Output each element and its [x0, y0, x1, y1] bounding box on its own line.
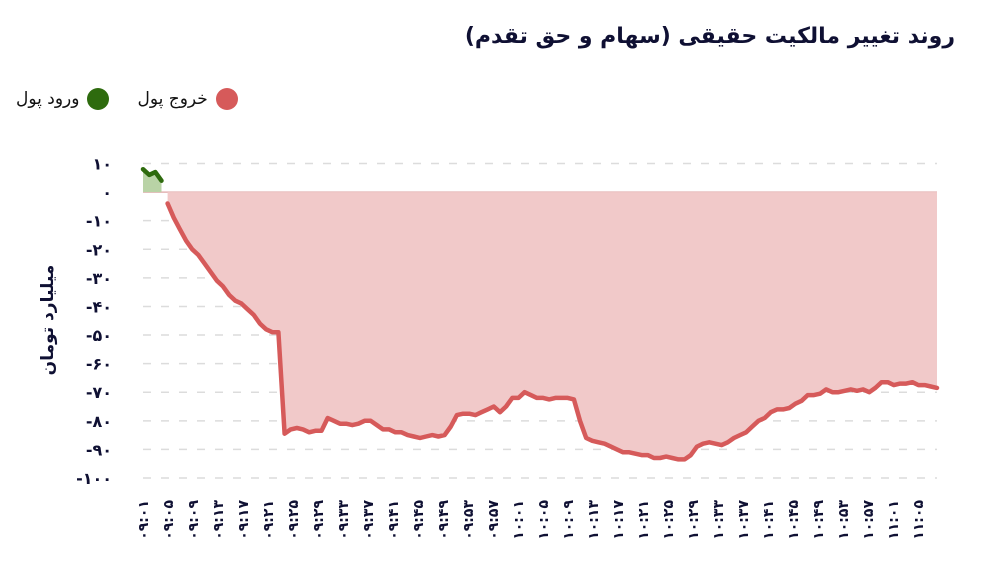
legend-item-inflow[interactable]: ورود پول [16, 88, 110, 110]
legend-label-inflow: ورود پول [16, 89, 80, 109]
outflow-line [165, 201, 940, 462]
x-tick-label: ۰۹:۴۹ [436, 500, 452, 540]
inflow-line [140, 166, 164, 183]
legend-label-outflow: خروج پول [137, 89, 208, 109]
x-axis-ticks: ۰۹:۰۱ ۰۹:۰۵ ۰۹:۰۹ ۰۹:۱۳ ۰۹:۱۷ ۰۹:۲۱ ۰۹:۲۵ ۰۹:۲۹… [136, 500, 927, 540]
x-tick-label: ۰۹:۲۵ [286, 500, 302, 540]
y-tick-label: -۲۰ [86, 240, 112, 259]
x-tick-label: ۱۰:۲۱ [636, 500, 652, 540]
x-tick-label: ۱۰:۴۱ [761, 500, 777, 540]
x-tick-label: ۰۹:۵۷ [486, 500, 502, 540]
x-tick-label: ۱۰:۳۳ [711, 500, 727, 540]
y-tick-label: ۱۰ [92, 155, 112, 174]
legend-item-outflow[interactable]: خروج پول [137, 88, 238, 110]
x-tick-label: ۰۹:۱۳ [211, 500, 227, 540]
x-tick-label: ۱۰:۱۳ [586, 500, 602, 540]
y-tick-label: -۳۰ [86, 269, 112, 288]
x-tick-label: ۰۹:۴۵ [411, 500, 427, 540]
x-tick-label: ۱۱:۰۱ [886, 500, 902, 540]
x-tick-label: ۱۰:۰۱ [511, 500, 527, 540]
data-lines [140, 166, 940, 462]
y-tick-label: -۱۰ [86, 212, 112, 231]
area-fills [143, 169, 938, 460]
x-tick-label: ۱۰:۴۵ [786, 500, 802, 540]
x-tick-label: ۱۰:۵۷ [861, 500, 877, 540]
x-tick-label: ۰۹:۱۷ [236, 500, 252, 540]
y-tick-label: -۱۰۰ [76, 469, 112, 488]
x-tick-label: ۱۰:۰۵ [536, 500, 552, 540]
y-tick-label: ۰ [102, 183, 112, 202]
y-axis-ticks: ۱۰ ۰ -۱۰ -۲۰ -۳۰ -۴۰ -۵۰ -۶۰ -۷۰ -۸۰ -۹۰ -۱۰۰ [76, 155, 112, 489]
x-tick-label: ۱۰:۲۹ [686, 500, 702, 540]
y-tick-label: -۶۰ [86, 355, 112, 374]
x-tick-label: ۱۱:۰۵ [911, 500, 927, 540]
x-tick-label: ۰۹:۳۳ [336, 500, 352, 540]
x-tick-label: ۱۰:۱۷ [611, 500, 627, 540]
inflow-dot-icon [87, 88, 110, 110]
y-tick-label: -۵۰ [86, 326, 112, 345]
x-tick-label: ۰۹:۲۹ [311, 500, 327, 540]
y-tick-label: -۹۰ [86, 440, 112, 459]
x-tick-label: ۱۰:۲۵ [661, 500, 677, 540]
y-tick-label: -۸۰ [86, 412, 112, 431]
x-tick-label: ۰۹:۵۳ [461, 500, 477, 540]
x-tick-label: ۰۹:۲۱ [261, 500, 277, 540]
chart-title: روند تغییر مالکیت حقیقی (سهام و حق تقدم) [464, 24, 955, 49]
x-tick-label: ۰۹:۰۹ [186, 500, 202, 540]
x-tick-label: ۱۰:۰۹ [561, 500, 577, 540]
legend: ورود پول خروج پول [16, 88, 238, 110]
x-tick-label: ۰۹:۴۱ [386, 500, 402, 540]
outflow-dot-icon [215, 88, 238, 110]
y-tick-label: -۷۰ [86, 383, 112, 402]
x-tick-label: ۰۹:۰۵ [161, 500, 177, 540]
x-tick-label: ۰۹:۰۱ [136, 500, 152, 540]
outflow-area [167, 192, 938, 460]
x-tick-label: ۰۹:۳۷ [361, 500, 377, 540]
x-tick-label: ۱۰:۳۷ [736, 500, 752, 540]
x-tick-label: ۱۰:۴۹ [811, 500, 827, 540]
y-tick-label: -۴۰ [86, 297, 112, 316]
x-tick-label: ۱۰:۵۳ [836, 500, 852, 540]
